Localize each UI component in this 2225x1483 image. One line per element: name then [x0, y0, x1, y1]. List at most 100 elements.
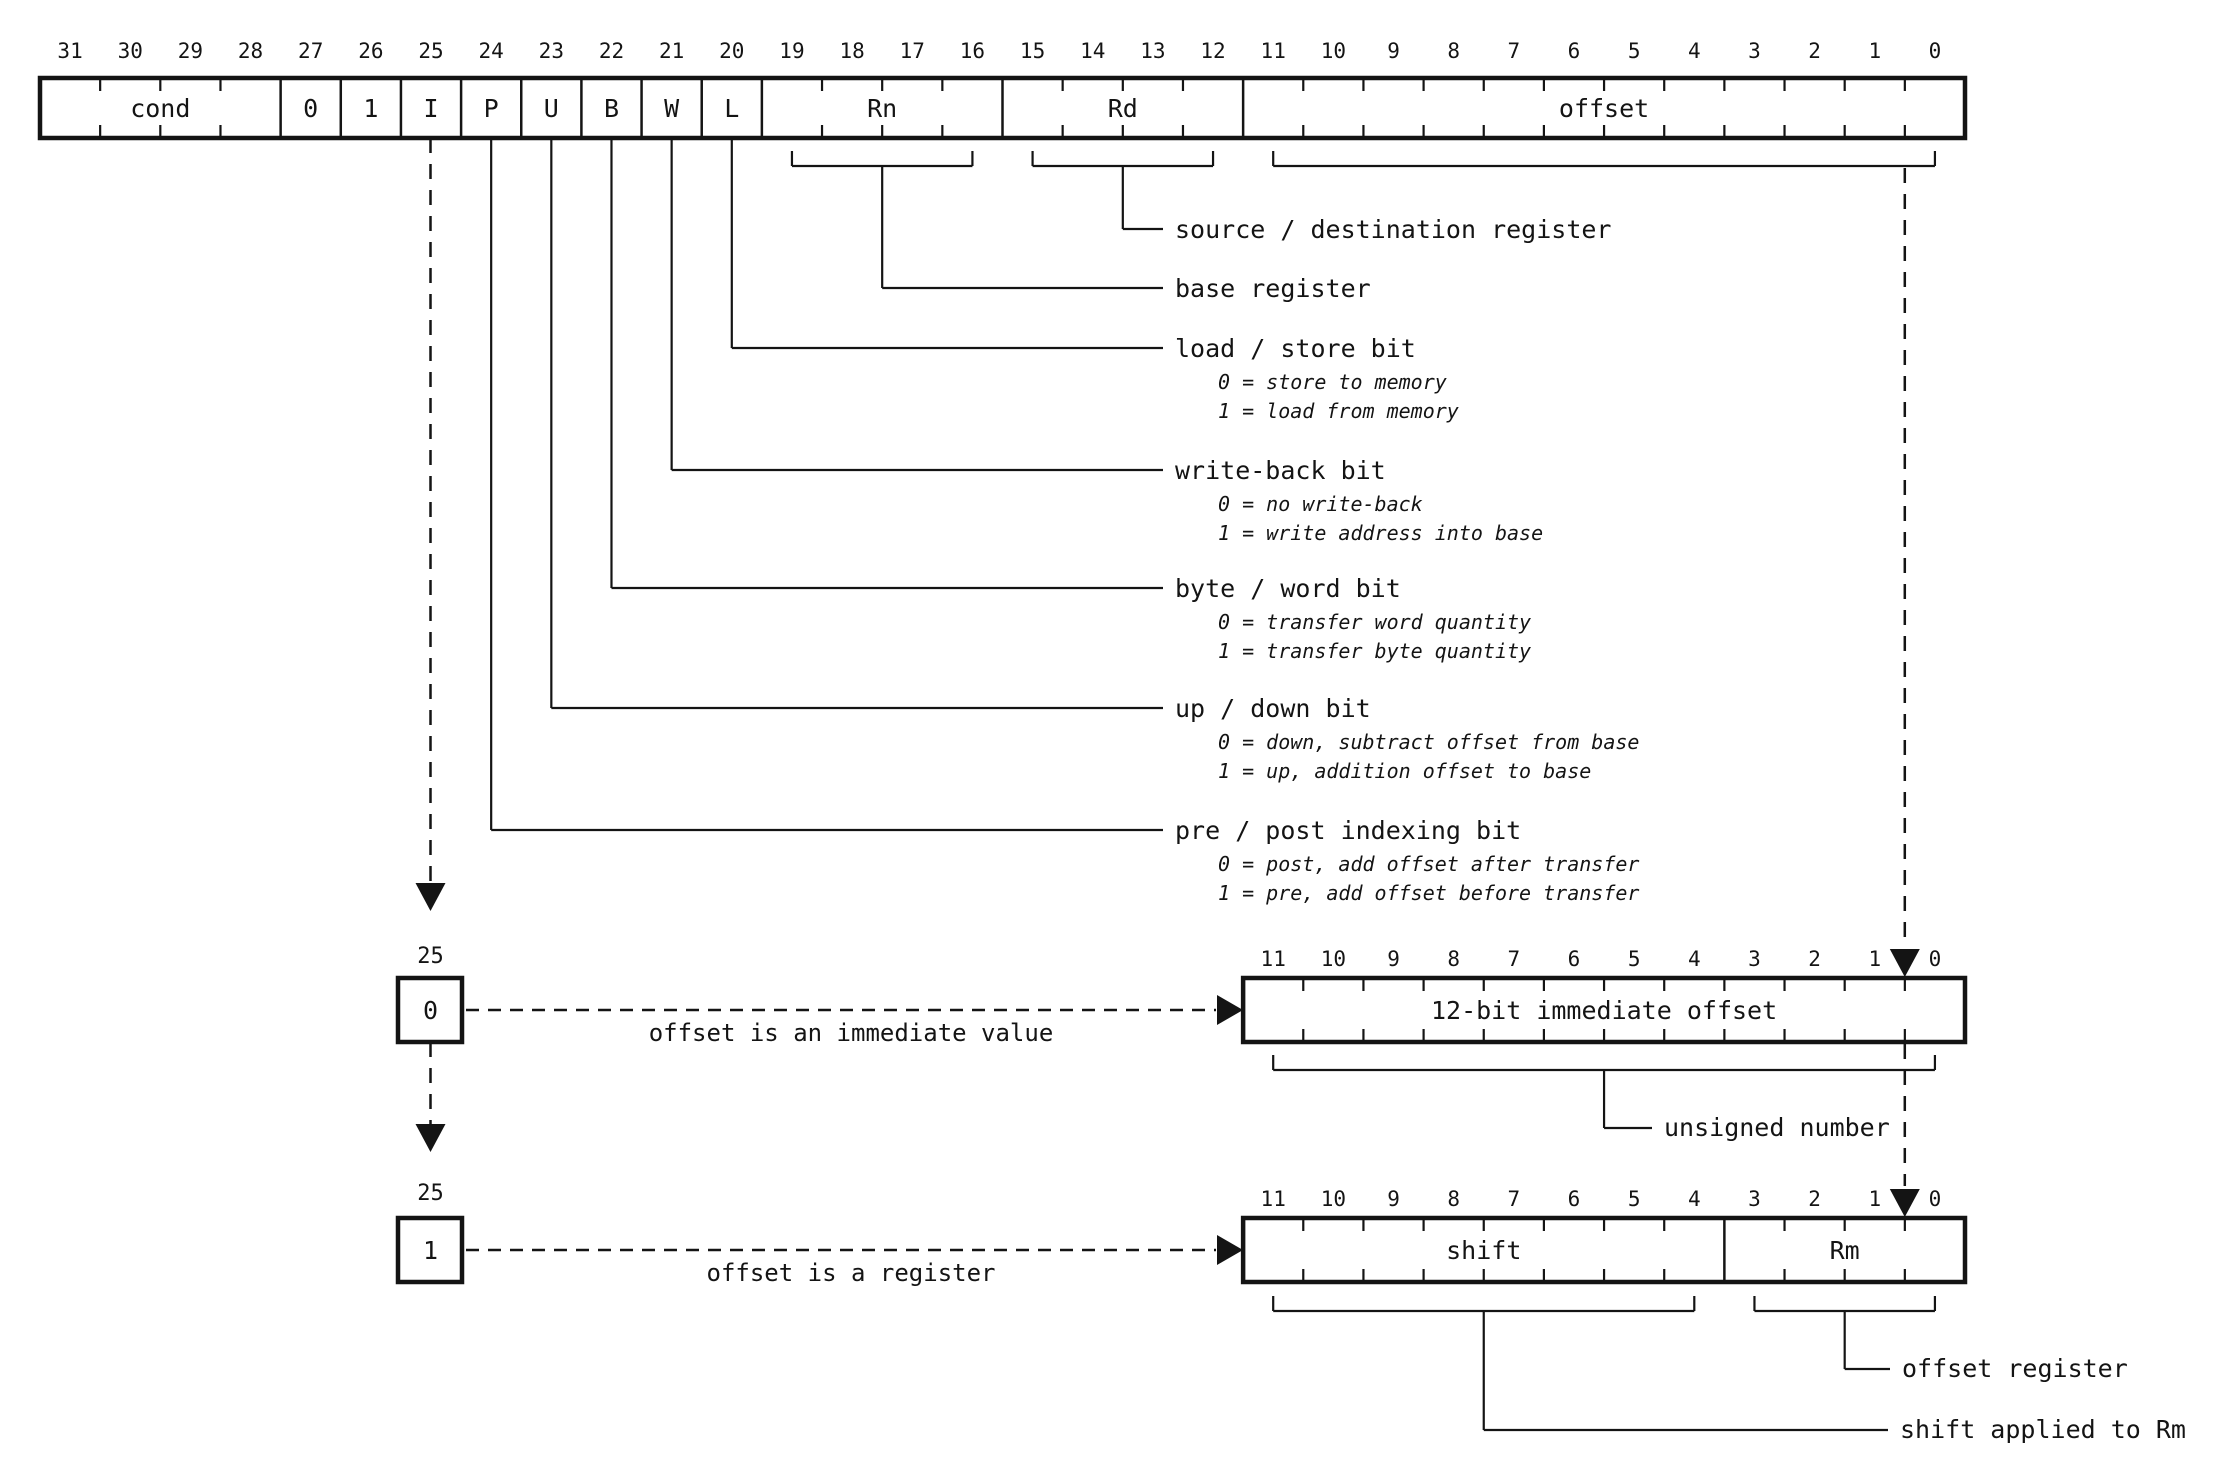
main-register-field-label-Rn: Rn	[867, 94, 897, 123]
immediate-selector-value: 0	[423, 996, 438, 1025]
register-register-bit-number: 3	[1748, 1187, 1761, 1211]
annotation-label: up / down bit	[1175, 694, 1371, 723]
main-register-bit-number: 3	[1748, 39, 1761, 63]
annotation-detail: 0 = no write-back	[1218, 492, 1423, 516]
annotation-detail: 1 = pre, add offset before transfer	[1218, 881, 1639, 905]
register-caption: offset is a register	[707, 1259, 996, 1287]
register-register-field-label-shift: shift	[1446, 1236, 1521, 1265]
main-register-field-label-L: L	[724, 94, 739, 123]
register-register-bit-number: 5	[1628, 1187, 1641, 1211]
main-register-bit-number: 2	[1808, 39, 1821, 63]
main-register-bit-number: 17	[900, 39, 925, 63]
immediate-register-bit-number: 9	[1387, 947, 1400, 971]
main-register-bit-number: 29	[178, 39, 203, 63]
annotation-detail: 0 = store to memory	[1218, 370, 1447, 394]
main-register-bit-number: 24	[479, 39, 504, 63]
main-register-bit-number: 30	[118, 39, 143, 63]
register-register-bit-number: 10	[1321, 1187, 1346, 1211]
main-register-bit-number: 16	[960, 39, 985, 63]
register-register-bit-number: 7	[1508, 1187, 1521, 1211]
annotation-detail: 1 = transfer byte quantity	[1218, 639, 1531, 663]
main-register-bit-number: 5	[1628, 39, 1641, 63]
register-register-field-label-Rm: Rm	[1830, 1236, 1860, 1265]
main-register-field-label-U: U	[544, 94, 559, 123]
annotation-detail: 0 = down, subtract offset from base	[1218, 730, 1639, 754]
main-register-bit-number: 28	[238, 39, 263, 63]
main-register-field-label-I: I	[423, 94, 438, 123]
annotation-detail: 1 = load from memory	[1218, 399, 1459, 423]
immediate-register-bit-number: 3	[1748, 947, 1761, 971]
register-register-bit-number: 1	[1868, 1187, 1881, 1211]
main-register-bit-number: 19	[779, 39, 804, 63]
main-register-bit-number: 31	[57, 39, 82, 63]
register-selector-value: 1	[423, 1236, 438, 1265]
main-register-field-label-B: B	[604, 94, 619, 123]
main-register-bit-number: 21	[659, 39, 684, 63]
annotation-detail: 0 = transfer word quantity	[1218, 610, 1531, 634]
main-register-field-label-0: 0	[303, 94, 318, 123]
main-register-bit-number: 10	[1321, 39, 1346, 63]
immediate-register-bit-number: 1	[1868, 947, 1881, 971]
annotation-detail: 0 = post, add offset after transfer	[1218, 852, 1639, 876]
main-register-bit-number: 9	[1387, 39, 1400, 63]
immediate-register-bit-number: 6	[1568, 947, 1581, 971]
register-selector-value-box	[395, 1215, 465, 1285]
main-register-bit-number: 8	[1447, 39, 1460, 63]
immediate-register-bit-number: 5	[1628, 947, 1641, 971]
main-register-bit-number: 0	[1929, 39, 1942, 63]
main-register-bit-number: 22	[599, 39, 624, 63]
immediate-register-bit-number: 2	[1808, 947, 1821, 971]
main-register-bit-number: 4	[1688, 39, 1701, 63]
offset-dashed-arrowhead	[1889, 949, 1920, 977]
immediate-register-field-label-12-bit immediate offset: 12-bit immediate offset	[1431, 996, 1777, 1025]
main-register-bit-number: 12	[1200, 39, 1225, 63]
main-register-field-label-cond: cond	[130, 94, 190, 123]
main-register-bit-number: 15	[1020, 39, 1045, 63]
register-register-bit-number: 2	[1808, 1187, 1821, 1211]
main-register-field-label-W: W	[664, 94, 680, 123]
annotation-label: pre / post indexing bit	[1175, 816, 1521, 845]
main-register-bit-number: 25	[418, 39, 443, 63]
main-register-bit-number: 23	[539, 39, 564, 63]
main-register-bit-number: 6	[1568, 39, 1581, 63]
annotation-label: byte / word bit	[1175, 574, 1401, 603]
main-register-bit-number: 14	[1080, 39, 1105, 63]
annotation-label: load / store bit	[1175, 334, 1416, 363]
main-register-bit-number: 13	[1140, 39, 1165, 63]
register-bracket-label: shift applied to Rm	[1900, 1415, 2186, 1444]
register-caption-arrowhead	[1217, 1235, 1243, 1265]
main-register-bit-number: 20	[719, 39, 744, 63]
annotation-label: base register	[1175, 274, 1371, 303]
immediate-selector-bit-number: 25	[417, 944, 444, 969]
main-register-bit-number: 7	[1508, 39, 1521, 63]
main-register-field-label-1: 1	[363, 94, 378, 123]
immediate-bracket-label: unsigned number	[1664, 1113, 1890, 1142]
main-register-bit-number: 18	[839, 39, 864, 63]
register-register-bit-number: 0	[1929, 1187, 1942, 1211]
immediate-register-bit-number: 10	[1321, 947, 1346, 971]
annotation-label: source / destination register	[1175, 215, 1612, 244]
immediate-register-bit-number: 11	[1261, 947, 1286, 971]
main-register-field-label-offset: offset	[1559, 94, 1649, 123]
immediate-register-bit-number: 0	[1929, 947, 1942, 971]
immediate-caption: offset is an immediate value	[649, 1019, 1054, 1047]
immediate-caption-arrowhead	[1217, 995, 1243, 1025]
annotation-detail: 1 = up, addition offset to base	[1218, 759, 1591, 783]
register-register-bit-number: 6	[1568, 1187, 1581, 1211]
immediate-register-bit-number: 4	[1688, 947, 1701, 971]
immediate-register-bit-number: 7	[1508, 947, 1521, 971]
immediate-register-bit-number: 8	[1447, 947, 1460, 971]
main-register-bit-number: 26	[358, 39, 383, 63]
register-register-bit-number: 8	[1447, 1187, 1460, 1211]
main-register-field-label-P: P	[484, 94, 499, 123]
register-bracket-label: offset register	[1902, 1354, 2128, 1383]
register-register-bit-number: 11	[1261, 1187, 1286, 1211]
register-register-bit-number: 4	[1688, 1187, 1701, 1211]
register-selector-arrowhead	[415, 1124, 446, 1152]
main-register-bit-number: 11	[1261, 39, 1286, 63]
register-selector-bit-number: 25	[417, 1181, 444, 1206]
main-register-bit-number: 1	[1868, 39, 1881, 63]
register-register-bit-number: 9	[1387, 1187, 1400, 1211]
